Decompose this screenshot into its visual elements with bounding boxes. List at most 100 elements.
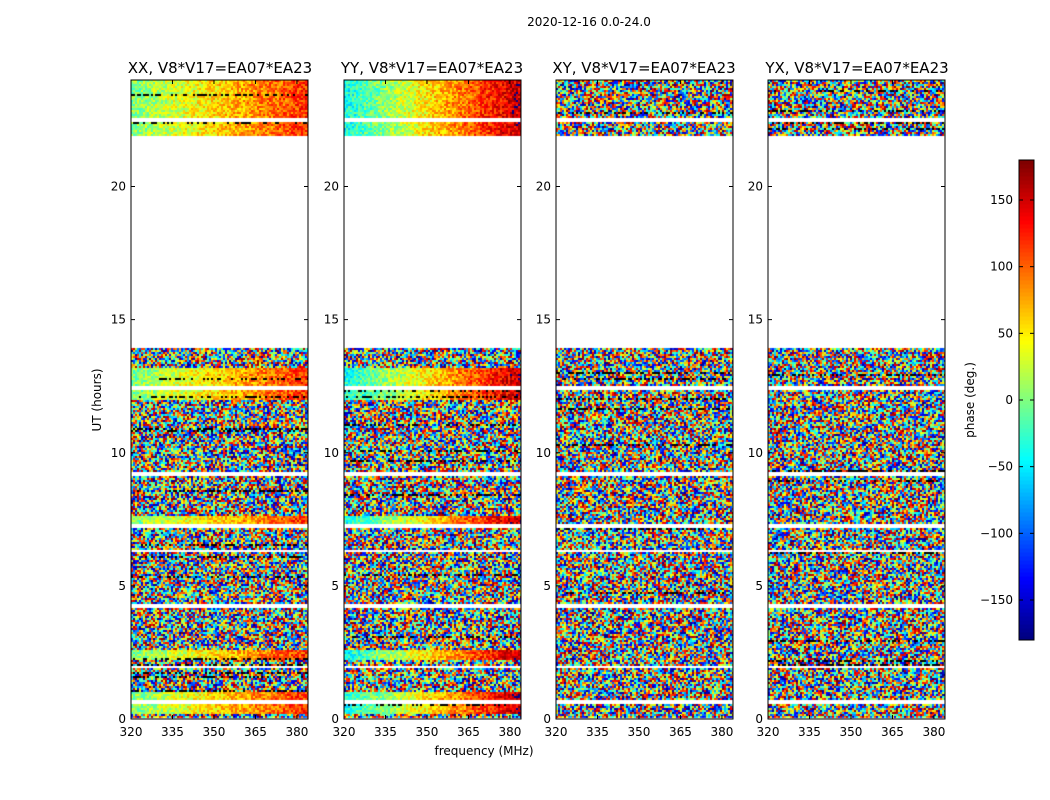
colorbar-segment — [1019, 348, 1034, 353]
colorbar-segment — [1019, 396, 1034, 401]
colorbar-segment — [1019, 352, 1034, 357]
y-tick-label: 0 — [755, 712, 763, 726]
colorbar-tick-label: 50 — [998, 326, 1013, 340]
colorbar-segment — [1019, 196, 1034, 201]
colorbar-segment — [1019, 428, 1034, 433]
colorbar-segment — [1019, 340, 1034, 345]
colorbar-segment — [1019, 260, 1034, 265]
colorbar-segment — [1019, 472, 1034, 477]
y-tick-label: 5 — [755, 579, 763, 593]
colorbar-segment — [1019, 280, 1034, 285]
colorbar-segment — [1019, 212, 1034, 217]
x-tick-label: 320 — [120, 725, 143, 739]
colorbar-segment — [1019, 304, 1034, 309]
y-tick-label: 10 — [748, 446, 763, 460]
colorbar-segment — [1019, 512, 1034, 517]
colorbar-segment — [1019, 452, 1034, 457]
colorbar-segment — [1019, 252, 1034, 257]
colorbar-segment — [1019, 404, 1034, 409]
colorbar-segment — [1019, 208, 1034, 213]
colorbar-segment — [1019, 216, 1034, 221]
colorbar-segment — [1019, 284, 1034, 289]
colorbar-segment — [1019, 360, 1034, 365]
colorbar-segment — [1019, 324, 1034, 329]
x-tick-label: 335 — [161, 725, 184, 739]
y-tick-label: 0 — [118, 712, 126, 726]
y-tick-label: 20 — [324, 180, 339, 194]
colorbar-segment — [1019, 516, 1034, 521]
x-tick-label: 335 — [374, 725, 397, 739]
colorbar-segment — [1019, 264, 1034, 269]
colorbar-segment — [1019, 624, 1034, 629]
colorbar-segment — [1019, 500, 1034, 505]
colorbar-segment — [1019, 400, 1034, 405]
phase-heatmap-yx — [768, 80, 945, 719]
colorbar-segment — [1019, 420, 1034, 425]
colorbar-tick-label: −100 — [980, 526, 1013, 540]
colorbar-segment — [1019, 224, 1034, 229]
colorbar-segment — [1019, 332, 1034, 337]
colorbar-segment — [1019, 508, 1034, 513]
x-tick-label: 365 — [457, 725, 480, 739]
colorbar-segment — [1019, 236, 1034, 241]
colorbar-segment — [1019, 388, 1034, 393]
colorbar-segment — [1019, 308, 1034, 313]
colorbar-segment — [1019, 464, 1034, 469]
colorbar-tick-label: 150 — [990, 193, 1013, 207]
colorbar-segment — [1019, 480, 1034, 485]
panel-yy: YY, V8*V17=EA07*EA23 320 335 350 365 380 0 5 10… — [324, 59, 523, 739]
colorbar-segment — [1019, 408, 1034, 413]
colorbar-segment — [1019, 600, 1034, 605]
colorbar-segment — [1019, 416, 1034, 421]
panel-title-xy: XY, V8*V17=EA07*EA23 — [552, 59, 735, 77]
colorbar-segment — [1019, 488, 1034, 493]
colorbar-segment — [1019, 496, 1034, 501]
colorbar-segment — [1019, 228, 1034, 233]
colorbar-segment — [1019, 608, 1034, 613]
colorbar-segment — [1019, 424, 1034, 429]
phase-heatmap-xx — [131, 80, 308, 719]
colorbar-segment — [1019, 204, 1034, 209]
colorbar-segment — [1019, 376, 1034, 381]
colorbar-segment — [1019, 356, 1034, 361]
x-tick-label: 335 — [586, 725, 609, 739]
y-tick-label: 15 — [324, 313, 339, 327]
colorbar-segment — [1019, 272, 1034, 277]
colorbar-segment — [1019, 604, 1034, 609]
colorbar-segment — [1019, 580, 1034, 585]
y-tick-label: 0 — [543, 712, 551, 726]
colorbar-segment — [1019, 636, 1034, 641]
phase-heatmap-yy — [344, 80, 521, 719]
x-tick-label: 365 — [669, 725, 692, 739]
panel-xy: XY, V8*V17=EA07*EA23 320 335 350 365 380 0 5 10… — [536, 59, 736, 739]
colorbar-segment — [1019, 564, 1034, 569]
colorbar-segment — [1019, 220, 1034, 225]
colorbar-segment — [1019, 532, 1034, 537]
colorbar-segment — [1019, 320, 1034, 325]
colorbar-segment — [1019, 268, 1034, 273]
colorbar-tick-label: −50 — [988, 460, 1013, 474]
panel-xx: XX, V8*V17=EA07*EA23 320 335 350 365 380 0 5 10… — [111, 59, 313, 739]
colorbar-segment — [1019, 164, 1034, 169]
panel-title-yx: YX, V8*V17=EA07*EA23 — [764, 59, 948, 77]
colorbar-label: phase (deg.) — [963, 362, 977, 438]
colorbar-segment — [1019, 168, 1034, 173]
colorbar-segment — [1019, 364, 1034, 369]
colorbar-segment — [1019, 448, 1034, 453]
x-tick-label: 380 — [922, 725, 945, 739]
x-tick-label: 365 — [244, 725, 267, 739]
colorbar-segment — [1019, 372, 1034, 377]
colorbar-segment — [1019, 528, 1034, 533]
colorbar-segment — [1019, 328, 1034, 333]
y-axis-label: UT (hours) — [90, 368, 104, 431]
x-tick-label: 350 — [416, 725, 439, 739]
x-tick-label: 365 — [881, 725, 904, 739]
x-tick-label: 350 — [840, 725, 863, 739]
colorbar-segment — [1019, 504, 1034, 509]
panel-frame — [767, 79, 946, 720]
colorbar-segment — [1019, 548, 1034, 553]
x-tick-label: 350 — [628, 725, 651, 739]
y-tick-label: 5 — [543, 579, 551, 593]
colorbar-segment — [1019, 312, 1034, 317]
y-tick-label: 0 — [331, 712, 339, 726]
